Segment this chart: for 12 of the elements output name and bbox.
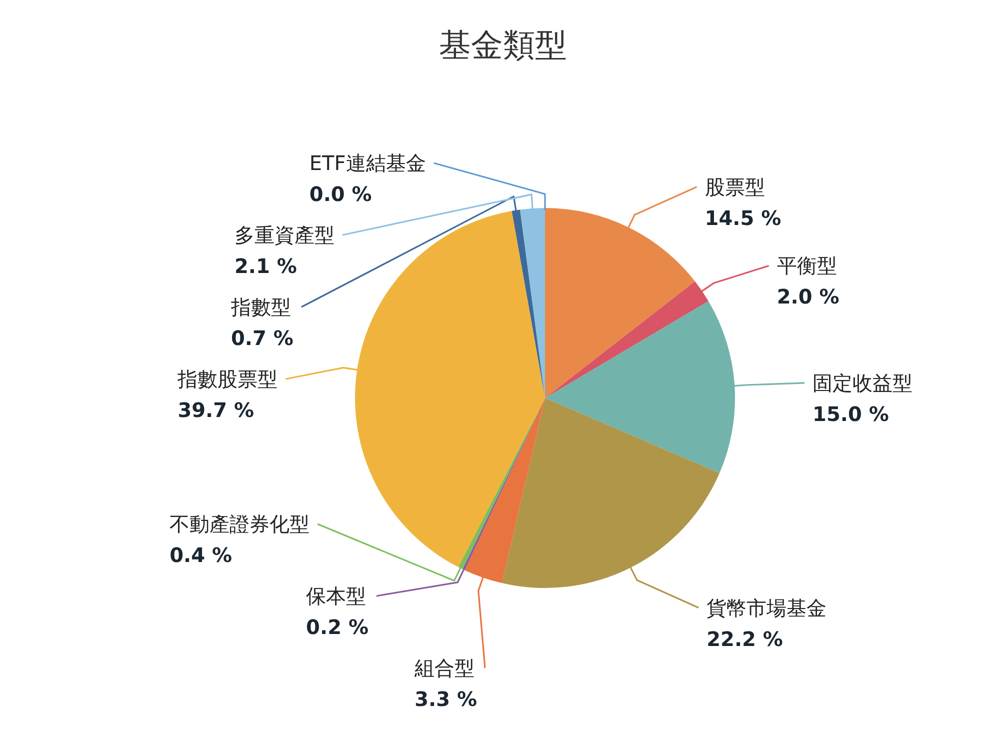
title: 基金類型 <box>439 26 567 64</box>
label: 指數型 0.7 % <box>231 295 294 350</box>
label: 組合型 3.3 % <box>414 656 477 711</box>
label: 多重資產型 2.1 % <box>234 223 334 278</box>
label: 固定收益型 15.0 % <box>812 370 913 426</box>
label: 平衡型 2.0 % <box>776 254 840 309</box>
label: 貨幣市場基金 22.2 % <box>706 596 827 651</box>
label: 股票型 14.5 % <box>704 174 782 230</box>
label: 保本型 0.2 % <box>306 584 368 639</box>
label: 不動產證券化型 0.4 % <box>170 512 310 567</box>
label: ETF連結基金 0.0 % <box>309 151 426 206</box>
label: 指數股票型 39.7 % <box>178 367 278 422</box>
